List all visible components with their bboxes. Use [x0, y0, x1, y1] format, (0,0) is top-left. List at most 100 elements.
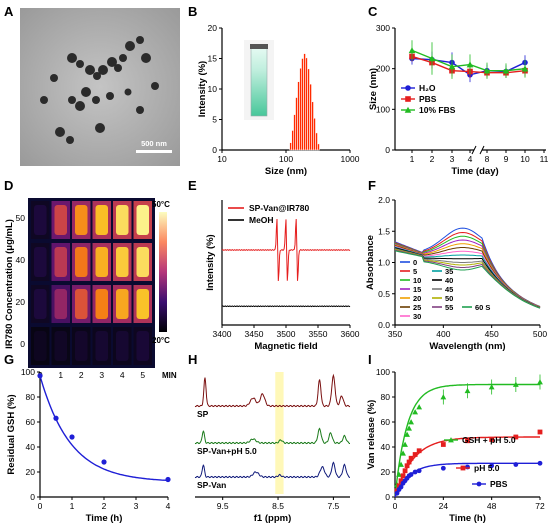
f-legend-label: 60 S — [475, 303, 490, 312]
f-spectrum-line — [394, 250, 541, 309]
d-cell-core — [75, 331, 88, 361]
f-legend-label: 10 — [413, 276, 421, 285]
c-legend-marker — [404, 106, 412, 113]
h-spectrum-label: SP-Van — [197, 480, 226, 490]
b-bar — [303, 53, 306, 151]
b-ytick-label: 10 — [208, 84, 218, 94]
i-point — [412, 452, 418, 457]
d-thermal-cell — [51, 243, 70, 281]
h-xlabel: f1 (ppm) — [254, 513, 291, 524]
scale-bar — [136, 150, 172, 153]
f-ytick-label: 1.5 — [378, 226, 390, 236]
b-ytick-label: 15 — [208, 54, 218, 64]
c-legend-label: PBS — [419, 94, 437, 104]
d-colorbar — [159, 212, 167, 332]
d-thermal-cell — [72, 285, 91, 323]
f-xtick-label: 400 — [436, 329, 450, 339]
h-spectrum-line — [194, 461, 350, 479]
i-legend-label: GSH + pH 5.0 — [462, 435, 516, 445]
e-ylabel: Intensity (%) — [205, 234, 216, 290]
d-thermal-cell — [133, 285, 152, 323]
i-xtick-label: 48 — [487, 501, 497, 511]
f-ytick-label: 1.0 — [378, 258, 390, 268]
panel-b-dls-histogram: 0 5 10 15 20 10 100 1000 Size (nm) Intensity (%) — [197, 23, 360, 177]
i-point — [440, 394, 447, 400]
f-xtick-label: 450 — [485, 329, 499, 339]
g-ytick-label: 20 — [26, 467, 36, 477]
h-highlight-band — [275, 372, 284, 494]
f-legend-label: 35 — [445, 267, 453, 276]
d-cell-core — [75, 247, 88, 277]
e-xtick-label: 3600 — [341, 329, 360, 339]
d-thermal-cell — [51, 285, 70, 323]
d-cell-core — [95, 247, 108, 277]
d-cell-core — [136, 205, 149, 235]
cuvette-vial — [250, 45, 268, 117]
d-thermal-cell — [113, 201, 132, 239]
h-spectrum-line — [194, 427, 350, 445]
h-spectrum-label: SP-Van+pH 5.0 — [197, 446, 257, 456]
b-xtick-label: 1000 — [341, 154, 360, 164]
i-point — [402, 468, 408, 474]
e-legend-label: MeOH — [249, 215, 274, 225]
i-xtick-label: 72 — [535, 501, 545, 511]
i-xtick-label: 0 — [393, 501, 398, 511]
e-xtick-label: 3500 — [277, 329, 296, 339]
d-thermal-cell — [113, 285, 132, 323]
i-ytick-label: 20 — [381, 467, 391, 477]
d-thermal-cell — [51, 327, 70, 365]
g-ylabel: Residual GSH (%) — [6, 394, 17, 474]
b-ytick-label: 5 — [212, 115, 217, 125]
h-xtick-label: 8.5 — [272, 501, 284, 511]
panel-label-i: I — [368, 352, 372, 367]
e-spectrum-line — [221, 218, 351, 282]
d-thermal-cell — [133, 201, 152, 239]
i-ylabel: Van release (%) — [366, 400, 377, 470]
c-ytick-label: 100 — [376, 104, 390, 114]
panel-label-b: B — [188, 4, 197, 19]
d-thermal-cell — [92, 243, 111, 281]
i-legend-label: PBS — [490, 479, 508, 489]
panel-label-d: D — [4, 178, 13, 193]
i-ytick-label: 0 — [385, 492, 390, 502]
d-cell-core — [95, 331, 108, 361]
c-point — [466, 61, 474, 68]
d-cell-core — [54, 205, 67, 235]
i-point — [400, 450, 406, 456]
d-xtick-label: 5 — [140, 370, 145, 380]
c-point — [448, 63, 456, 70]
i-point — [396, 471, 402, 477]
panel-label-g: G — [4, 352, 14, 367]
d-xtick-label: 3 — [99, 370, 104, 380]
g-ytick-label: 100 — [21, 367, 35, 377]
d-cell-core — [34, 247, 47, 277]
b-ylabel: Intensity (%) — [197, 61, 208, 117]
f-legend-label: 15 — [413, 285, 421, 294]
g-xtick-label: 2 — [102, 501, 107, 511]
f-xtick-label: 500 — [533, 329, 547, 339]
b-bar — [289, 142, 292, 151]
panel-d-thermal-images: 5040200012345MINIR780 Concentration (μg/… — [4, 198, 177, 380]
c-point — [521, 65, 529, 72]
d-cell-core — [34, 331, 47, 361]
e-xtick-label: 3450 — [245, 329, 264, 339]
scale-bar-label: 500 nm — [141, 139, 167, 148]
f-legend-label: 45 — [445, 285, 453, 294]
g-xtick-label: 4 — [166, 501, 171, 511]
c-legend-label: H₂O — [419, 83, 436, 93]
c-point — [408, 47, 416, 54]
i-point — [398, 484, 404, 490]
d-cell-core — [116, 331, 129, 361]
d-colorbar-min: 20°C — [152, 336, 170, 345]
i-xtick-label: 24 — [439, 501, 449, 511]
d-cell-core — [136, 331, 149, 361]
i-point — [398, 478, 404, 484]
d-cell-core — [54, 247, 67, 277]
c-point — [428, 55, 436, 62]
d-thermal-cell — [113, 327, 132, 365]
i-point — [394, 490, 400, 496]
d-ytick-label: 0 — [20, 339, 25, 349]
i-ytick-label: 60 — [381, 417, 391, 427]
f-ytick-label: 0.0 — [378, 320, 390, 330]
